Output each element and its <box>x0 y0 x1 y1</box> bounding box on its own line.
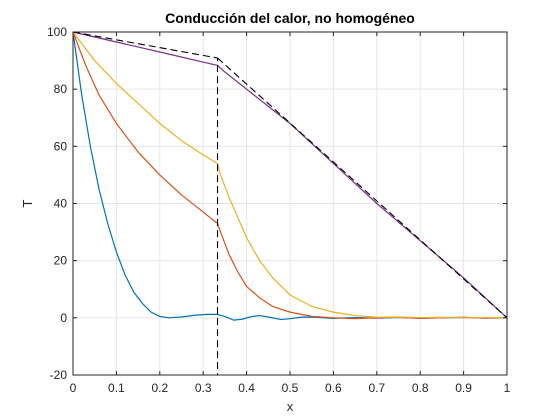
x-tick-label: 0.7 <box>368 381 385 395</box>
x-tick-label: 0.3 <box>195 381 212 395</box>
y-tick-label: 0 <box>60 311 67 325</box>
x-tick-label: 0.4 <box>238 381 255 395</box>
series-line-purple <box>72 31 508 319</box>
y-tick-label: 100 <box>47 25 67 39</box>
x-tick-label: 0 <box>70 381 77 395</box>
y-tick-label: 80 <box>54 82 68 96</box>
series-line-yellow <box>72 31 508 319</box>
y-tick-label: 40 <box>54 197 68 211</box>
x-tick-label: 0.5 <box>282 381 299 395</box>
x-axis-label: x <box>287 399 294 414</box>
series-line-dashed-dashed-5 <box>217 57 508 319</box>
y-tick-label: 60 <box>54 139 68 153</box>
x-tick-label: 0.1 <box>108 381 125 395</box>
y-tick-label: -20 <box>50 368 68 382</box>
y-tick-label: 20 <box>54 254 68 268</box>
ticks: 0 0.1 0.2 0.3 0.4 0.5 0.6 0.7 0.8 0.9 1-2002040608… <box>47 25 511 395</box>
x-tick-label: 0.6 <box>325 381 342 395</box>
x-tick-label: 1 <box>504 381 511 395</box>
chart-title: Conducción del calor, no homogéneo <box>165 10 415 26</box>
x-tick-label: 0.9 <box>455 381 472 395</box>
y-axis-label: T <box>20 199 35 207</box>
x-tick-label: 0.8 <box>412 381 429 395</box>
x-tick-label: 0.2 <box>151 381 168 395</box>
series-line-orange <box>72 31 508 320</box>
series-layer <box>72 31 508 375</box>
